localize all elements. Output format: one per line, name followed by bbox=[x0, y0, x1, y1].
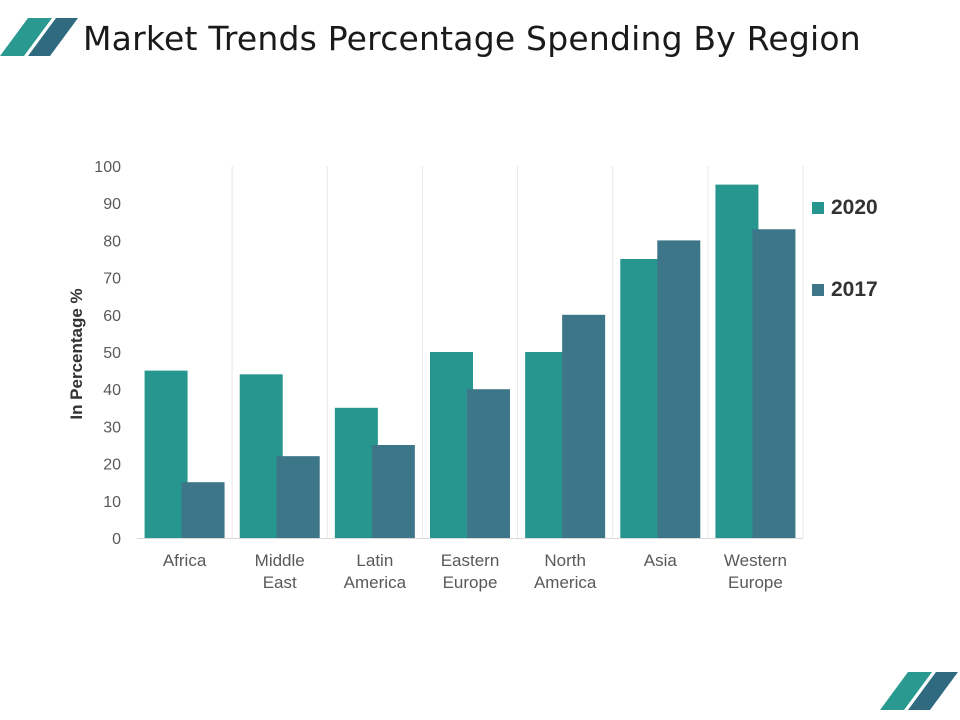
stripe-dark bbox=[908, 672, 958, 710]
bar-2020-eastern-europe bbox=[430, 352, 473, 538]
bar-2020-western-europe bbox=[715, 184, 759, 538]
legend-item-2020: 2020 bbox=[812, 196, 878, 220]
y-tick-label: 60 bbox=[103, 308, 121, 325]
legend-label-2017: 2017 bbox=[831, 278, 878, 301]
legend-swatch-2017 bbox=[812, 284, 824, 296]
legend-swatch-2020 bbox=[812, 202, 824, 214]
x-category-label: Asia bbox=[644, 551, 678, 570]
bar-2020-middle-east bbox=[239, 374, 283, 538]
x-category-label: Latin bbox=[356, 551, 393, 570]
x-category-label: East bbox=[263, 573, 297, 592]
x-category-label: Western bbox=[724, 551, 787, 570]
y-tick-label: 20 bbox=[103, 457, 121, 474]
y-tick-label: 100 bbox=[94, 159, 121, 176]
bar-2020-latin-america bbox=[334, 407, 378, 538]
page-title: Market Trends Percentage Spending By Reg… bbox=[83, 19, 861, 58]
bar-2017-western-europe bbox=[752, 229, 796, 539]
x-category-label: Europe bbox=[728, 573, 783, 592]
x-category-label: Middle bbox=[255, 551, 305, 570]
stripe-light bbox=[880, 672, 932, 710]
bar-2017-eastern-europe bbox=[467, 389, 510, 538]
x-category-label: America bbox=[534, 573, 597, 592]
labels: 0 10 20 30 40 50 60 70 80 90 100 Africa Middle East La… bbox=[67, 159, 787, 592]
y-tick-label: 30 bbox=[103, 419, 121, 436]
y-tick-label: 50 bbox=[103, 345, 121, 362]
bar-2017-middle-east bbox=[276, 456, 320, 538]
gridlines bbox=[231, 166, 804, 538]
bar-2017-africa bbox=[181, 482, 225, 538]
y-axis-title: In Percentage % bbox=[67, 288, 86, 419]
bar-2020-africa bbox=[144, 370, 188, 538]
y-tick-label: 0 bbox=[112, 531, 121, 548]
legend-item-2017: 2017 bbox=[812, 278, 878, 302]
bar-2020-asia bbox=[620, 259, 664, 538]
x-category-label: America bbox=[344, 573, 407, 592]
x-category-label: Eastern bbox=[441, 551, 500, 570]
x-category-label: Africa bbox=[163, 551, 207, 570]
y-tick-label: 70 bbox=[103, 271, 121, 288]
bar-2020-north-america bbox=[525, 352, 569, 538]
bars bbox=[144, 184, 796, 539]
x-category-label: North bbox=[544, 551, 586, 570]
y-tick-label: 80 bbox=[103, 233, 121, 250]
stripe-light bbox=[0, 18, 52, 56]
bar-2017-asia bbox=[657, 240, 701, 538]
decorative-corner-stripes-bottom-right bbox=[880, 672, 960, 717]
x-category-label: Europe bbox=[443, 573, 498, 592]
legend-label-2020: 2020 bbox=[831, 196, 878, 219]
y-tick-label: 10 bbox=[103, 494, 121, 511]
bar-2017-latin-america bbox=[371, 445, 415, 538]
y-tick-label: 90 bbox=[103, 196, 121, 213]
y-tick-label: 40 bbox=[103, 382, 121, 399]
stripe-dark bbox=[28, 18, 78, 56]
bar-2017-north-america bbox=[562, 314, 606, 538]
decorative-corner-stripes-top-left bbox=[0, 18, 80, 63]
